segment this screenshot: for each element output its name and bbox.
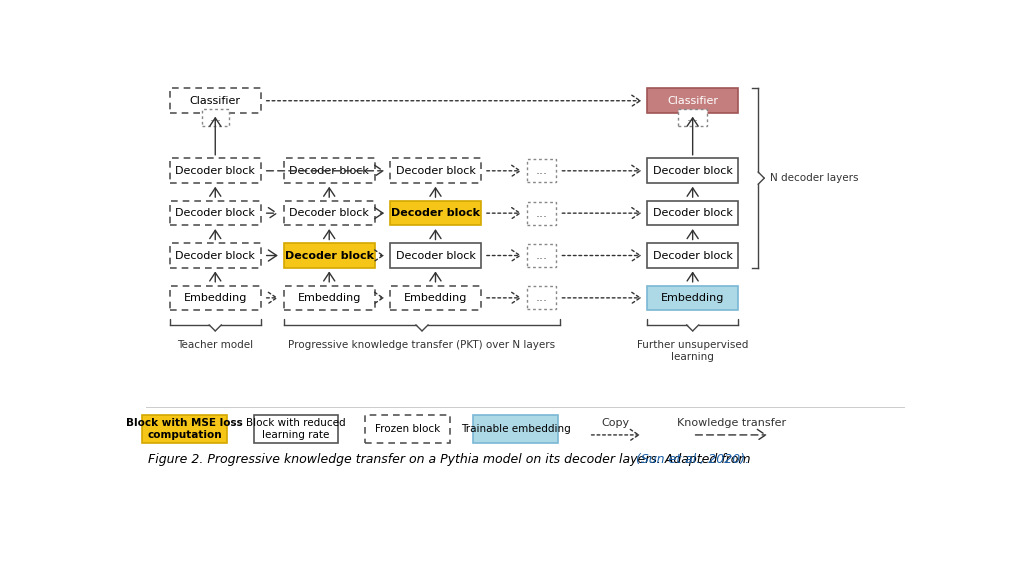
Text: Embedding: Embedding: [183, 293, 247, 303]
FancyBboxPatch shape: [170, 243, 261, 268]
Text: Further unsupervised
learning: Further unsupervised learning: [637, 340, 749, 362]
Text: Progressive knowledge transfer (PKT) over N layers: Progressive knowledge transfer (PKT) ove…: [289, 340, 556, 350]
Text: Block with reduced
learning rate: Block with reduced learning rate: [247, 418, 346, 439]
Text: Embedding: Embedding: [403, 293, 467, 303]
Text: Decoder block: Decoder block: [391, 208, 480, 218]
Text: Decoder block: Decoder block: [175, 208, 255, 218]
Text: Decoder block: Decoder block: [290, 166, 370, 176]
Text: ...: ...: [536, 291, 548, 304]
FancyBboxPatch shape: [254, 415, 339, 443]
FancyBboxPatch shape: [527, 202, 556, 225]
FancyBboxPatch shape: [527, 286, 556, 310]
FancyBboxPatch shape: [473, 415, 558, 443]
FancyBboxPatch shape: [142, 415, 226, 443]
FancyBboxPatch shape: [202, 109, 228, 126]
FancyBboxPatch shape: [527, 244, 556, 267]
Text: Decoder block: Decoder block: [285, 250, 374, 260]
Text: Classifier: Classifier: [189, 96, 241, 106]
FancyBboxPatch shape: [284, 201, 375, 226]
FancyBboxPatch shape: [366, 415, 451, 443]
FancyBboxPatch shape: [390, 286, 481, 310]
FancyBboxPatch shape: [647, 201, 738, 226]
Text: ...: ...: [536, 249, 548, 262]
FancyBboxPatch shape: [284, 286, 375, 310]
Text: ...: ...: [536, 207, 548, 219]
FancyBboxPatch shape: [170, 158, 261, 183]
FancyBboxPatch shape: [284, 158, 375, 183]
Text: Decoder block: Decoder block: [652, 166, 732, 176]
Text: Decoder block: Decoder block: [290, 208, 370, 218]
Text: Block with MSE loss
computation: Block with MSE loss computation: [126, 418, 243, 439]
Text: Frozen block: Frozen block: [375, 424, 440, 434]
FancyBboxPatch shape: [170, 286, 261, 310]
Text: Embedding: Embedding: [298, 293, 360, 303]
FancyBboxPatch shape: [390, 243, 481, 268]
Text: N decoder layers: N decoder layers: [770, 173, 859, 183]
FancyBboxPatch shape: [170, 201, 261, 226]
Text: Teacher model: Teacher model: [177, 340, 253, 350]
Text: Decoder block: Decoder block: [175, 166, 255, 176]
FancyBboxPatch shape: [390, 158, 481, 183]
Text: Embedding: Embedding: [660, 293, 724, 303]
Text: ...: ...: [536, 164, 548, 177]
Text: ...: ...: [209, 111, 221, 124]
Text: Copy: Copy: [601, 418, 630, 428]
FancyBboxPatch shape: [647, 158, 738, 183]
Text: Decoder block: Decoder block: [395, 250, 475, 260]
Text: Figure 2. Progressive knowledge transfer on a Pythia model on its decoder layers: Figure 2. Progressive knowledge transfer…: [147, 453, 754, 466]
FancyBboxPatch shape: [647, 88, 738, 113]
Text: Knowledge transfer: Knowledge transfer: [677, 418, 785, 428]
Text: Decoder block: Decoder block: [652, 250, 732, 260]
FancyBboxPatch shape: [284, 243, 375, 268]
Text: Trainable embedding: Trainable embedding: [461, 424, 570, 434]
FancyBboxPatch shape: [170, 88, 261, 113]
FancyBboxPatch shape: [647, 243, 738, 268]
FancyBboxPatch shape: [678, 109, 708, 126]
Text: Decoder block: Decoder block: [395, 166, 475, 176]
Text: Decoder block: Decoder block: [652, 208, 732, 218]
Text: Decoder block: Decoder block: [175, 250, 255, 260]
FancyBboxPatch shape: [647, 286, 738, 310]
FancyBboxPatch shape: [527, 159, 556, 182]
Text: ...: ...: [687, 111, 698, 124]
Text: (Sun et al., 2020).: (Sun et al., 2020).: [637, 453, 750, 466]
Text: Classifier: Classifier: [668, 96, 718, 106]
FancyBboxPatch shape: [390, 201, 481, 226]
